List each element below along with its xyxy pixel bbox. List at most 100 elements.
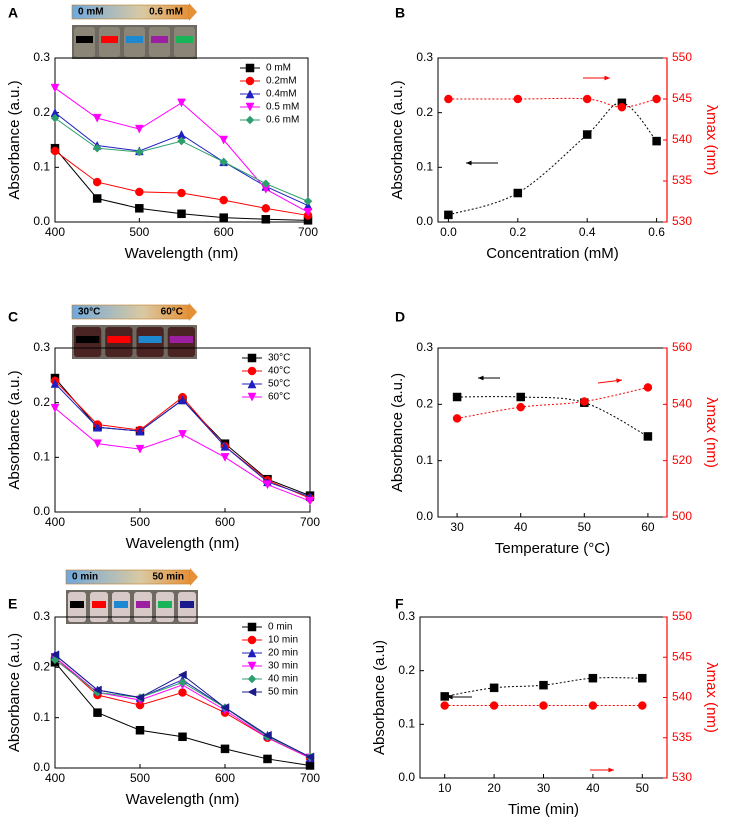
y-axis-label: Absorbance (a.u.) xyxy=(6,633,23,752)
marker-square xyxy=(489,683,499,693)
marker-triangle-down xyxy=(177,98,186,108)
marker-circle xyxy=(652,94,661,104)
marker-square xyxy=(638,673,647,683)
vial-label xyxy=(180,601,194,608)
x-axis-label: Concentration (mM) xyxy=(486,245,619,262)
marker-square xyxy=(178,732,187,742)
legend-label: 0 min xyxy=(268,622,292,633)
marker-triangle-down xyxy=(135,444,145,454)
y-axis-label: Absorbance (a.u.) xyxy=(389,373,406,492)
marker-triangle-up xyxy=(245,89,255,99)
inset-arrow-head xyxy=(190,568,198,586)
y2-tick-label: 545 xyxy=(672,649,692,663)
marker-square xyxy=(177,209,186,219)
x-tick-label: 400 xyxy=(45,225,65,239)
marker-square xyxy=(652,136,661,146)
y-tick-label: 0.0 xyxy=(416,214,433,228)
y2-tick-label: 550 xyxy=(672,50,692,64)
marker-square xyxy=(219,213,228,222)
marker-circle xyxy=(617,102,627,112)
x-tick-label: 0.2 xyxy=(509,225,526,239)
y2-tick-label: 545 xyxy=(672,91,692,105)
y-tick-label: 0.3 xyxy=(33,340,50,354)
y-tick-label: 0.3 xyxy=(33,609,50,623)
y-axis-label: Absorbance (a.u.) xyxy=(389,80,406,199)
x-tick-label: 0.4 xyxy=(579,225,596,239)
y-axis-label: Absorbance (a.u.) xyxy=(6,370,23,489)
marker-circle xyxy=(245,76,255,86)
panel-label: D xyxy=(395,309,405,325)
x-axis-label: Wavelength (nm) xyxy=(125,245,239,262)
x-tick-label: 40 xyxy=(586,781,600,795)
marker-diamond xyxy=(219,157,229,167)
trend-line xyxy=(448,102,657,216)
marker-triangle-left xyxy=(220,703,230,713)
y2-tick-label: 535 xyxy=(672,173,692,187)
x-axis-label: Wavelength (nm) xyxy=(126,535,240,552)
marker-square xyxy=(93,708,102,717)
marker-triangle-left xyxy=(247,687,257,697)
marker-circle xyxy=(92,177,102,187)
legend-label: 40 min xyxy=(268,674,298,685)
marker-triangle-up xyxy=(247,379,257,389)
marker-triangle-down xyxy=(134,124,144,134)
marker-triangle-up xyxy=(135,426,145,436)
marker-triangle-left xyxy=(50,650,60,660)
x-tick-label: 500 xyxy=(129,225,149,239)
vial-label xyxy=(138,336,162,343)
legend-label: 20 min xyxy=(268,648,298,659)
y2-tick-label: 530 xyxy=(672,770,692,784)
marker-triangle-down xyxy=(92,113,102,123)
marker-square xyxy=(135,204,144,213)
y-tick-label: 0.1 xyxy=(33,160,50,174)
marker-circle xyxy=(247,635,257,645)
marker-triangle-down xyxy=(178,430,187,439)
x-tick-label: 0.0 xyxy=(440,225,457,239)
y2-tick-label: 540 xyxy=(672,397,692,411)
marker-square xyxy=(245,63,255,73)
x-tick-label: 50 xyxy=(636,781,650,795)
y-tick-label: 0.3 xyxy=(416,340,433,354)
y-tick-label: 0.2 xyxy=(416,397,433,411)
marker-triangle-down xyxy=(93,439,102,449)
x-tick-label: 500 xyxy=(130,515,150,529)
x-tick-label: 40 xyxy=(514,520,528,534)
x-tick-label: 700 xyxy=(300,771,320,785)
annotation: 30°C xyxy=(78,307,100,318)
x-tick-label: 10 xyxy=(438,781,452,795)
annotation: 60°C xyxy=(161,307,183,318)
marker-circle xyxy=(452,414,462,423)
legend-label: 10 min xyxy=(268,635,298,646)
marker-circle xyxy=(50,146,60,156)
marker-square xyxy=(247,622,257,632)
vial-label xyxy=(169,336,193,343)
y-tick-label: 0.2 xyxy=(33,395,50,409)
marker-diamond xyxy=(134,147,144,157)
y-tick-label: 0.1 xyxy=(416,453,433,467)
marker-square xyxy=(135,726,145,735)
marker-diamond xyxy=(303,196,313,206)
y-tick-label: 0.0 xyxy=(416,509,433,523)
y2-tick-label: 540 xyxy=(672,690,692,704)
marker-circle xyxy=(539,701,548,710)
marker-circle xyxy=(516,402,525,412)
marker-triangle-up xyxy=(178,395,187,405)
marker-circle xyxy=(178,688,187,697)
marker-circle xyxy=(489,701,499,710)
x-tick-label: 600 xyxy=(214,225,234,239)
marker-circle xyxy=(643,383,653,392)
marker-circle xyxy=(582,94,592,104)
legend-label: 0.6 mM xyxy=(266,115,299,126)
y-tick-label: 0.3 xyxy=(398,609,415,623)
marker-triangle-left xyxy=(177,670,187,680)
marker-diamond xyxy=(247,674,257,684)
marker-triangle-up xyxy=(50,378,60,388)
y2-tick-label: 535 xyxy=(672,730,692,744)
marker-square xyxy=(263,754,272,764)
x-tick-label: 20 xyxy=(487,781,501,795)
inset-arrow-head xyxy=(189,3,197,21)
y-axis-label: Absorbance (a.u) xyxy=(371,640,388,755)
marker-circle xyxy=(440,701,449,710)
legend-label: 0.5 mM xyxy=(266,102,299,113)
x-tick-label: 0.6 xyxy=(648,225,665,239)
